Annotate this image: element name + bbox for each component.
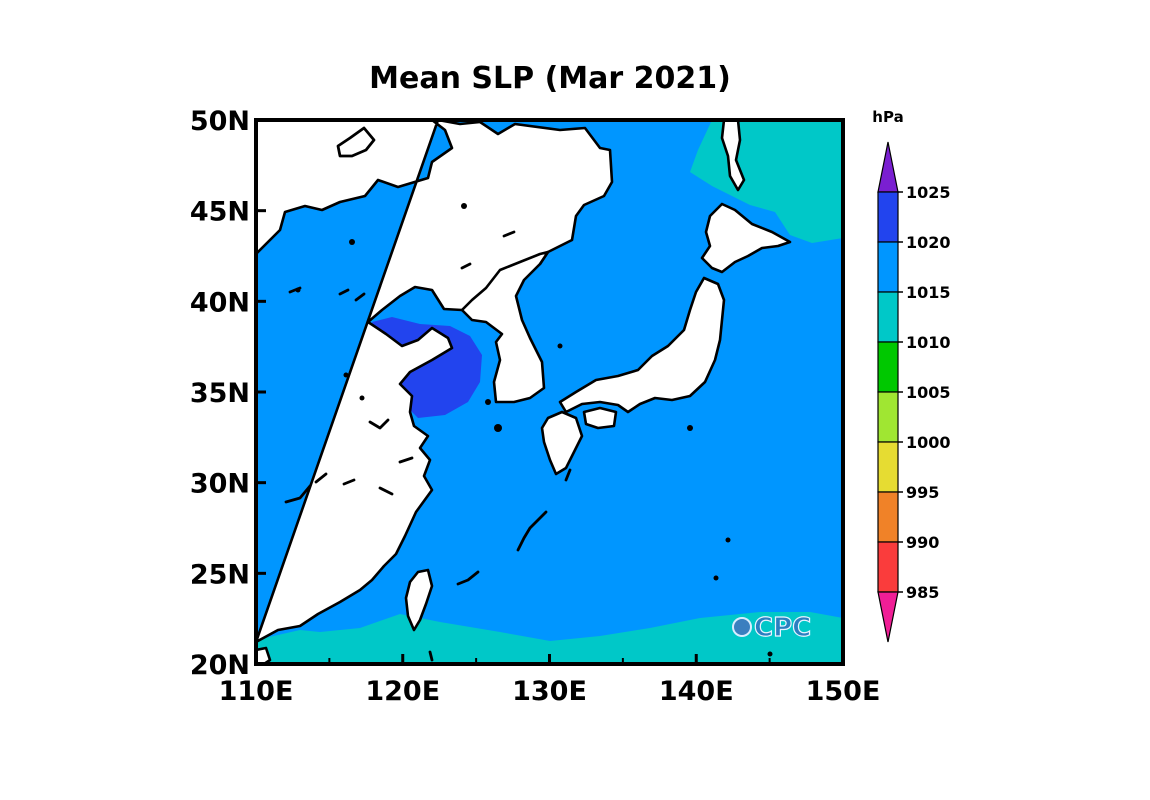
cpc-logo: CPC [732, 612, 812, 644]
colorbar-level-label: 995 [906, 483, 939, 502]
colorbar-level-label: 985 [906, 583, 939, 602]
lat-tick-label: 35N [190, 378, 250, 409]
land-korea [460, 250, 550, 404]
lat-tick-label: 20N [190, 650, 250, 681]
lon-tick-label: 130E [512, 676, 587, 707]
land-kyushu [540, 410, 584, 476]
lat-tick-label: 50N [190, 106, 250, 137]
colorbar-cell [877, 341, 899, 393]
lat-tick-label: 30N [190, 469, 250, 500]
colorbar-level-label: 990 [906, 533, 939, 552]
colorbar-level-label: 1010 [906, 333, 951, 352]
lon-tick-label: 110E [219, 676, 294, 707]
cpc-logo-text: CPC [754, 613, 811, 643]
land-asia-mainland [256, 120, 614, 644]
colorbar-cell [877, 541, 899, 593]
colorbar: hPa 1025 1020 1015 1010 1005 1000 995 990 985 [872, 108, 951, 643]
land-hokkaido [700, 202, 792, 274]
colorbar-level-label: 1025 [906, 183, 951, 202]
colorbar-cell [877, 241, 899, 293]
globe-icon [732, 617, 752, 637]
lon-tick-label: 150E [806, 676, 881, 707]
land-taiwan [404, 568, 434, 632]
land-shikoku [582, 406, 618, 430]
lat-tick-label: 45N [190, 197, 250, 228]
inland-coast-details [288, 126, 516, 302]
lat-tick-label: 40N [190, 287, 250, 318]
map-plot-area: CPC [256, 120, 843, 664]
lon-tick-label: 140E [659, 676, 734, 707]
lon-tick-label: 120E [365, 676, 440, 707]
colorbar-level-label: 1005 [906, 383, 951, 402]
land-sakhalin [720, 120, 746, 192]
map-title: Mean SLP (Mar 2021) [369, 61, 731, 96]
pressure-band-1010-1015-south [256, 612, 843, 664]
colorbar-cell [877, 191, 899, 243]
lat-tick-label: 25N [190, 559, 250, 590]
colorbar-cell [877, 591, 899, 643]
colorbar-level-label: 1000 [906, 433, 951, 452]
colorbar-cell [877, 491, 899, 543]
land-honshu [558, 276, 726, 414]
colorbar-cell [877, 291, 899, 343]
colorbar-level-label: 1015 [906, 283, 951, 302]
colorbar-unit: hPa [872, 108, 903, 126]
land-hainan [256, 646, 272, 664]
map-axes: 110E 120E 130E 140E 150E 20N 25N 30N 35N 40N 45N 50… [190, 106, 881, 707]
colorbar-cell [877, 391, 899, 443]
colorbar-cell [877, 141, 899, 193]
colorbar-level-label: 1020 [906, 233, 951, 252]
colorbar-cell [877, 441, 899, 493]
